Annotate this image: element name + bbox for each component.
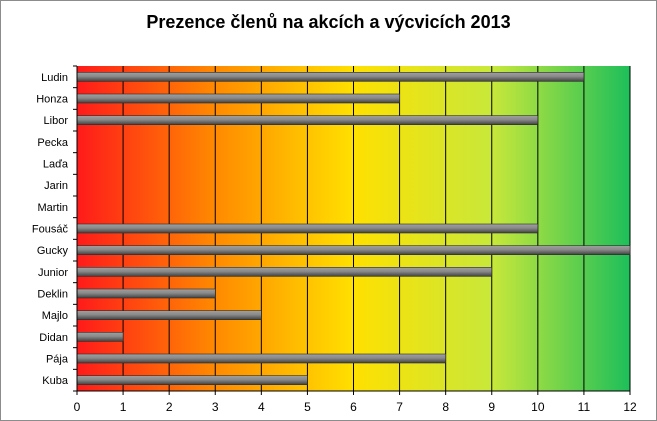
category-label: Majlo	[42, 310, 68, 322]
bar-didan	[76, 332, 124, 342]
category-label: Jarin	[44, 180, 68, 192]
category-label: Pecka	[37, 137, 68, 149]
category-label: Junior	[38, 267, 68, 279]
category-label: Kuba	[42, 375, 69, 387]
x-tick-label: 9	[488, 400, 495, 414]
category-label: Didan	[39, 332, 68, 344]
category-label: Fousáč	[32, 224, 69, 236]
bar-libor	[76, 115, 539, 125]
bar-ludin	[76, 72, 585, 82]
category-label: Pája	[46, 354, 69, 366]
bar-fousáč	[76, 223, 539, 234]
x-tick-label: 1	[120, 400, 127, 414]
x-tick-label: 4	[258, 400, 265, 414]
x-tick-label: 2	[166, 400, 173, 414]
category-label: Ludin	[41, 72, 68, 84]
x-tick-label: 6	[350, 400, 357, 414]
x-tick-label: 5	[304, 400, 311, 414]
x-tick-label: 10	[531, 400, 545, 414]
x-tick-label: 0	[74, 400, 81, 414]
category-label: Laďa	[43, 159, 69, 171]
bar-honza	[76, 93, 400, 104]
x-tick-label: 8	[442, 400, 449, 414]
category-label: Honza	[36, 94, 69, 106]
category-label: Deklin	[37, 289, 68, 301]
category-label: Gucky	[37, 245, 69, 257]
x-tick-label: 7	[396, 400, 403, 414]
x-tick-label: 12	[623, 400, 637, 414]
x-tick-label: 3	[212, 400, 219, 414]
bar-gucky	[76, 245, 631, 255]
bar-majlo	[76, 310, 262, 320]
bar-junior	[76, 267, 493, 277]
chart-title: Prezence členů na akcích a výcvicích 201…	[146, 12, 511, 32]
category-label: Martin	[37, 202, 68, 214]
bar-pája	[76, 353, 446, 364]
x-tick-label: 11	[578, 400, 591, 414]
bar-kuba	[76, 375, 308, 385]
category-label: Libor	[44, 115, 69, 127]
bar-deklin	[76, 288, 216, 299]
